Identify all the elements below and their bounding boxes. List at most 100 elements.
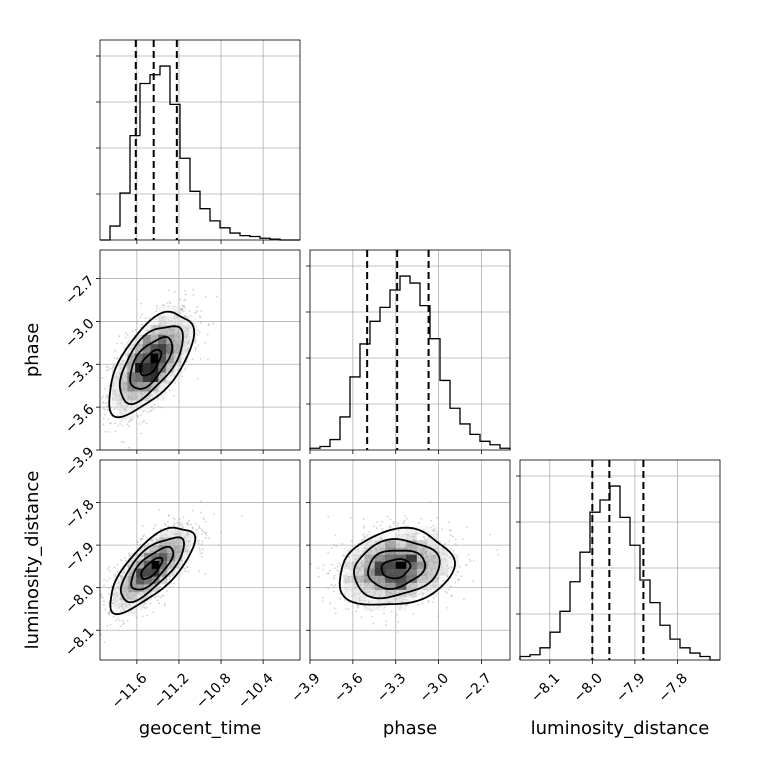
- density-cell: [136, 584, 145, 593]
- sample-point: [134, 608, 137, 611]
- density-cell: [150, 353, 159, 364]
- sample-point: [130, 610, 133, 613]
- sample-point: [367, 608, 370, 610]
- sample-point: [383, 612, 385, 615]
- sample-point: [352, 592, 355, 595]
- sample-point: [126, 341, 129, 344]
- density-cell: [151, 545, 160, 554]
- x-tick-label: −11.2: [151, 670, 193, 712]
- sample-point: [140, 302, 143, 305]
- sample-point: [420, 591, 423, 594]
- sample-point: [130, 599, 133, 602]
- sample-point: [141, 547, 144, 549]
- density-cell: [143, 545, 152, 554]
- sample-point: [357, 606, 359, 609]
- density-cell: [437, 568, 449, 576]
- density-cell: [173, 315, 182, 326]
- sample-point: [107, 568, 109, 570]
- density-cell: [406, 561, 417, 569]
- sample-point: [136, 541, 139, 543]
- density-cell: [120, 591, 129, 600]
- sample-point: [135, 616, 138, 619]
- sample-point: [189, 326, 192, 329]
- sample-point: [431, 600, 434, 603]
- sample-point: [427, 601, 430, 603]
- sample-point: [417, 589, 420, 592]
- sample-point: [123, 608, 126, 610]
- sample-point: [331, 563, 334, 566]
- sample-point: [348, 555, 350, 558]
- sample-point: [113, 602, 115, 605]
- sample-point: [118, 604, 121, 607]
- sample-point: [136, 546, 139, 549]
- sample-point: [186, 522, 189, 525]
- sample-point: [451, 536, 454, 538]
- sample-point: [346, 573, 348, 576]
- contour-2sigma: [109, 526, 197, 616]
- sample-point: [95, 382, 97, 384]
- sample-point: [351, 590, 354, 593]
- sample-point: [204, 532, 207, 534]
- sample-point: [364, 599, 367, 602]
- sample-point: [184, 293, 187, 296]
- sample-point: [76, 394, 78, 396]
- joint-content: [76, 288, 218, 450]
- density-cell: [128, 607, 137, 616]
- sample-point: [132, 613, 135, 615]
- sample-point: [366, 534, 368, 537]
- density-cell: [427, 582, 438, 590]
- sample-point: [384, 606, 386, 609]
- density-cell: [374, 554, 386, 562]
- sample-point: [204, 342, 207, 344]
- panel-frame: [99, 249, 301, 451]
- sample-point: [335, 545, 338, 547]
- density-cell: [135, 344, 144, 354]
- sample-point: [322, 596, 324, 599]
- sample-point: [327, 588, 330, 590]
- sample-point: [169, 376, 172, 379]
- density-cell: [416, 547, 428, 555]
- density-cell: [135, 381, 144, 392]
- sample-point: [139, 608, 142, 611]
- sample-point: [106, 408, 109, 411]
- density-cell: [113, 599, 121, 608]
- sample-point: [336, 569, 339, 572]
- density-cell: [427, 533, 438, 541]
- sample-point: [140, 414, 142, 416]
- sample-point: [147, 325, 150, 328]
- sample-point: [137, 416, 139, 418]
- density-cell: [142, 325, 151, 335]
- contour-1sigma: [367, 549, 426, 590]
- sample-point: [115, 600, 117, 603]
- joint-panel-geocent_time-luminosity_distance: −11.6 −11.2 −10.8 −10.4−8.1−8.0−7.9−7.8: [62, 459, 301, 712]
- sample-point: [195, 522, 197, 525]
- sample-point: [93, 626, 95, 628]
- sample-point: [204, 573, 207, 575]
- density-cell: [364, 589, 376, 597]
- density-cell: [143, 591, 152, 600]
- sample-point: [468, 558, 471, 561]
- density-cell: [142, 344, 151, 354]
- density-cell: [166, 325, 174, 335]
- sample-point: [114, 573, 117, 576]
- x-tick-label: −8.1: [528, 670, 563, 705]
- sample-point: [185, 552, 188, 555]
- density-cell: [119, 400, 128, 411]
- sample-point: [423, 529, 425, 531]
- sample-point: [168, 514, 170, 516]
- sample-point: [123, 360, 126, 362]
- sample-point: [201, 548, 204, 550]
- sample-point: [385, 624, 387, 626]
- sample-point: [195, 529, 198, 531]
- sample-point: [333, 590, 335, 593]
- density-cell: [374, 603, 386, 611]
- density-cell: [395, 540, 407, 548]
- sample-point: [199, 552, 202, 555]
- sample-point: [220, 531, 223, 534]
- sample-point: [178, 522, 181, 525]
- sample-point: [336, 565, 339, 568]
- density-cell: [182, 552, 191, 561]
- sample-point: [152, 407, 155, 410]
- sample-point: [200, 543, 203, 545]
- sample-point: [156, 391, 159, 394]
